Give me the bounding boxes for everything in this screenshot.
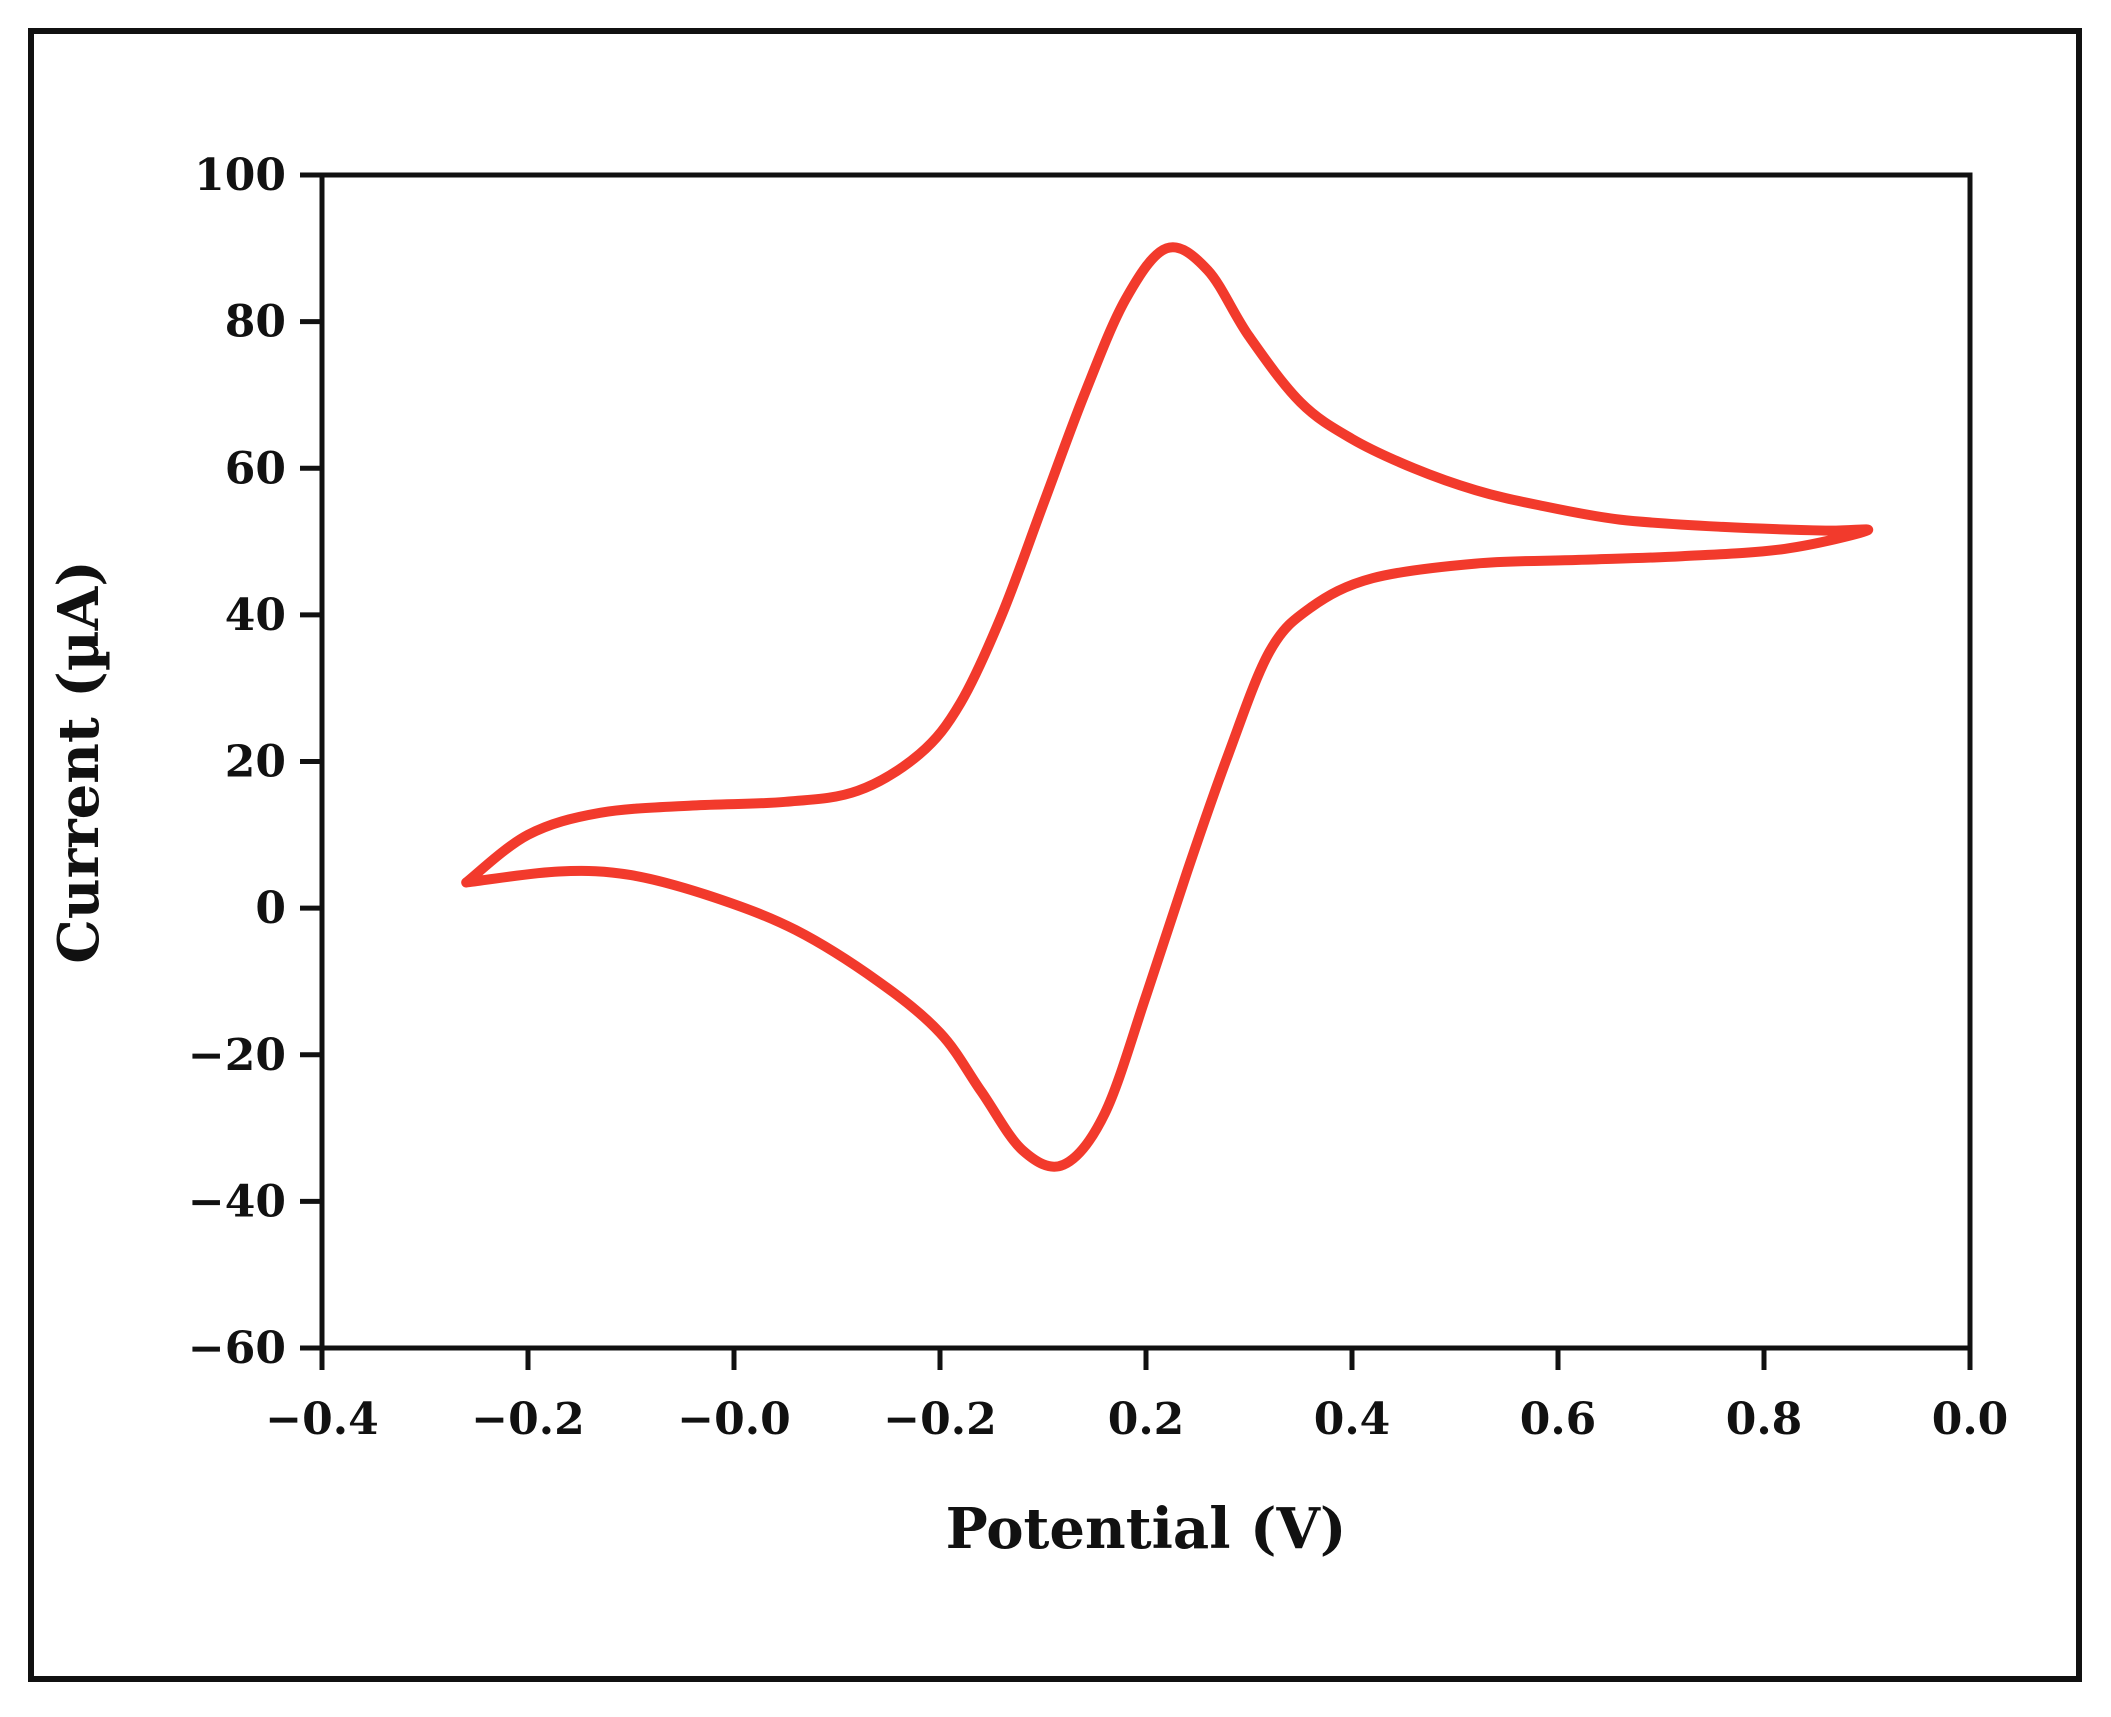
y-axis-ticks: 100 80 60 40 20 0 −20 −40 −60 bbox=[188, 150, 322, 1374]
x-tick-label: 0.4 bbox=[1314, 1394, 1391, 1445]
x-tick-label: −0.0 bbox=[677, 1394, 790, 1445]
y-tick-label: 40 bbox=[225, 590, 286, 641]
x-tick-label: 0.0 bbox=[1932, 1394, 2009, 1445]
y-tick-label: −20 bbox=[188, 1030, 286, 1081]
x-axis-label: Potential (V) bbox=[946, 1496, 1347, 1562]
y-tick-label: 60 bbox=[225, 443, 286, 494]
x-tick-label: −0.2 bbox=[471, 1394, 584, 1445]
figure-frame bbox=[28, 28, 2082, 1682]
x-tick-label: 0.2 bbox=[1108, 1394, 1185, 1445]
plot-area bbox=[319, 172, 1973, 1351]
x-tick-label: 0.6 bbox=[1520, 1394, 1597, 1445]
x-tick-label: −0.2 bbox=[883, 1394, 996, 1445]
y-tick-label: −40 bbox=[188, 1176, 286, 1227]
cv-curve-series bbox=[461, 242, 1874, 1172]
y-axis-label: Current (µA) bbox=[46, 560, 112, 963]
y-tick-label: 80 bbox=[225, 297, 286, 348]
x-axis-ticks: −0.4−0.2−0.0−0.20.20.40.60.80.00.8 bbox=[265, 1348, 2009, 1445]
x-tick-label: 0.8 bbox=[1726, 1394, 1803, 1445]
y-tick-label: 20 bbox=[225, 737, 286, 788]
y-tick-label: 0 bbox=[255, 883, 286, 934]
y-tick-label: −60 bbox=[188, 1323, 286, 1374]
y-tick-label: 100 bbox=[194, 150, 286, 201]
x-tick-label: −0.4 bbox=[265, 1394, 378, 1445]
